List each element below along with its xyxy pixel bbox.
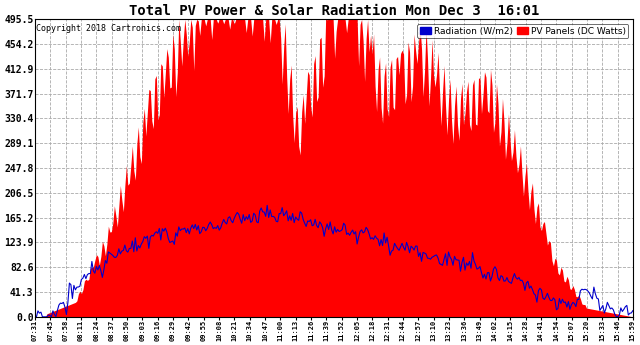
Title: Total PV Power & Solar Radiation Mon Dec 3  16:01: Total PV Power & Solar Radiation Mon Dec…	[129, 4, 539, 18]
Legend: Radiation (W/m2), PV Panels (DC Watts): Radiation (W/m2), PV Panels (DC Watts)	[417, 24, 628, 38]
Text: Copyright 2018 Cartronics.com: Copyright 2018 Cartronics.com	[36, 24, 181, 33]
